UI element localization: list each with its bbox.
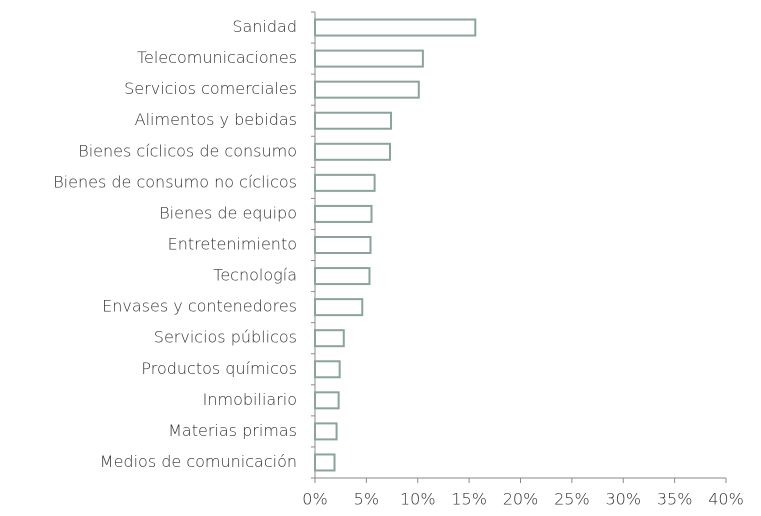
y-tick-label: Servicios comerciales (124, 79, 297, 98)
bar (314, 204, 373, 223)
y-tick-label: Inmobiliario (203, 390, 297, 409)
x-tick-label: 25% (554, 490, 590, 509)
bar (314, 422, 338, 441)
bar (314, 236, 372, 254)
bar (314, 142, 392, 161)
bar (314, 18, 477, 37)
bar (314, 329, 345, 348)
y-tick-label: Envases y contenedores (102, 297, 297, 316)
y-tick-label: Bienes de consumo no cíclicos (53, 172, 297, 191)
x-tick-label: 30% (605, 490, 641, 509)
bar (314, 298, 364, 317)
y-tick-label: Tecnología (213, 266, 297, 285)
x-tick-label: 40% (708, 490, 744, 509)
y-tick-label: Entretenimiento (168, 235, 297, 254)
x-tick-label: 15% (451, 490, 487, 509)
bar (314, 80, 420, 99)
y-tick-label: Bienes de equipo (159, 203, 297, 222)
y-tick-label: Bienes cíclicos de consumo (78, 141, 297, 160)
x-tick-label: 10% (400, 490, 436, 509)
y-tick-label: Materias primas (168, 421, 297, 440)
y-tick-label: Alimentos y bebidas (135, 110, 297, 129)
bar (314, 49, 424, 68)
y-tick-label: Telecomunicaciones (137, 48, 297, 67)
bar (314, 173, 376, 192)
x-tick-label: 0% (302, 490, 327, 509)
y-tick-label: Productos químicos (141, 359, 297, 378)
bar (314, 391, 340, 410)
bar (314, 360, 341, 379)
x-tick-label: 35% (657, 490, 693, 509)
y-tick-label: Sanidad (232, 17, 297, 36)
y-tick-label: Servicios públicos (154, 328, 297, 347)
bar (314, 453, 336, 472)
y-tick-label: Medios de comunicación (100, 452, 297, 471)
bar (314, 267, 371, 286)
bar (314, 111, 393, 130)
x-tick-label: 20% (503, 490, 539, 509)
x-tick-label: 5% (354, 490, 379, 509)
